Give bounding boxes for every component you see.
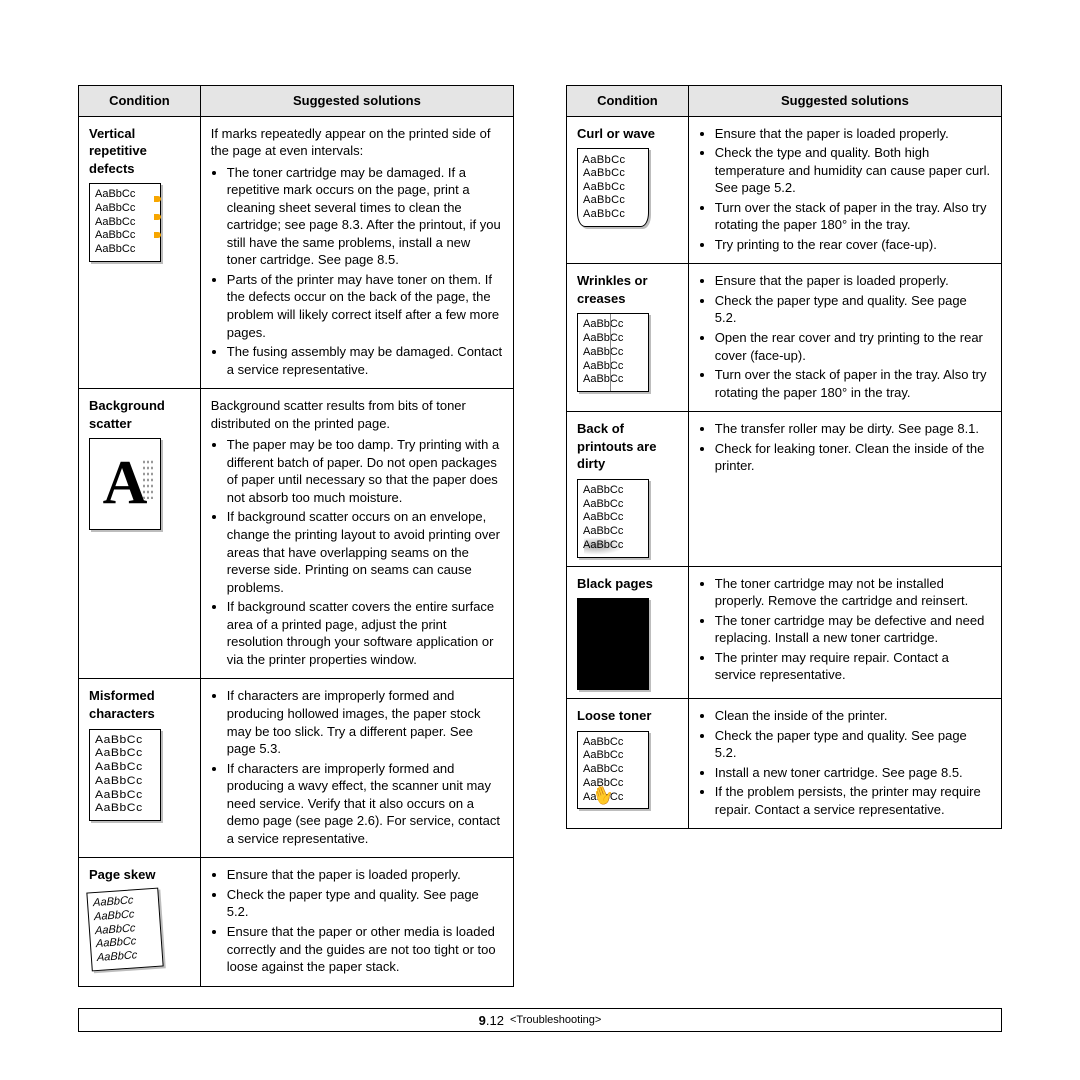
- solution-item: The toner cartridge may be damaged. If a…: [227, 164, 503, 269]
- table-row: Black pages The toner cartridge may not b…: [567, 566, 1002, 699]
- solution-list: Clean the inside of the printer. Check th…: [699, 707, 991, 818]
- table-row: Curl or wave AaBbCcAaBbCcAaBbCcAaBbCcAaBb…: [567, 116, 1002, 264]
- table-row: Page skew AaBbCcAaBbCcAaBbCcAaBbCcAaBbCc E…: [79, 858, 514, 986]
- condition-title: Vertical repetitive defects: [89, 125, 190, 178]
- sample-smudge-icon: AaBbCcAaBbCcAaBbCcAaBbCcAaBbCc: [577, 479, 649, 558]
- solution-item: Ensure that the paper is loaded properly…: [715, 272, 991, 290]
- solution-list: Ensure that the paper is loaded properly…: [699, 125, 991, 254]
- solution-item: If background scatter occurs on an envel…: [227, 508, 503, 596]
- solution-cell: The toner cartridge may not be installed…: [688, 566, 1001, 699]
- condition-title: Page skew: [89, 866, 190, 884]
- condition-title: Misformed characters: [89, 687, 190, 722]
- solution-item: If the problem persists, the printer may…: [715, 783, 991, 818]
- condition-title: Curl or wave: [577, 125, 678, 143]
- right-table: Condition Suggested solutions Curl or wa…: [566, 85, 1002, 829]
- solution-item: The fusing assembly may be damaged. Cont…: [227, 343, 503, 378]
- solution-cell: Ensure that the paper is loaded properly…: [200, 858, 513, 986]
- solution-cell: Clean the inside of the printer. Check th…: [688, 699, 1001, 829]
- section-label: <Troubleshooting>: [510, 1014, 601, 1026]
- condition-cell: Curl or wave AaBbCcAaBbCcAaBbCcAaBbCcAaBb…: [567, 116, 689, 264]
- header-solutions: Suggested solutions: [688, 86, 1001, 117]
- solution-list: If characters are improperly formed and …: [211, 687, 503, 847]
- solution-item: If background scatter covers the entire …: [227, 598, 503, 668]
- solution-item: Open the rear cover and try printing to …: [715, 329, 991, 364]
- table-row: Wrinkles or creases AaBbCcAaBbCcAaBbCcAaB…: [567, 264, 1002, 412]
- condition-cell: Back of printouts are dirty AaBbCcAaBbCcA…: [567, 412, 689, 566]
- solution-item: Try printing to the rear cover (face-up)…: [715, 236, 991, 254]
- sample-crease-icon: AaBbCcAaBbCcAaBbCcAaBbCcAaBbCc: [577, 313, 649, 392]
- table-row: Vertical repetitive defectsAaBbCcAaBbCcA…: [79, 116, 514, 389]
- solution-item: The paper may be too damp. Try printing …: [227, 436, 503, 506]
- solution-item: Install a new toner cartridge. See page …: [715, 764, 991, 782]
- condition-title: Loose toner: [577, 707, 678, 725]
- solution-cell: Ensure that the paper is loaded properly…: [688, 264, 1001, 412]
- solution-item: Turn over the stack of paper in the tray…: [715, 366, 991, 401]
- solution-item: Ensure that the paper is loaded properly…: [227, 866, 503, 884]
- right-column: Condition Suggested solutions Curl or wa…: [566, 85, 1002, 987]
- condition-title: Back of printouts are dirty: [577, 420, 678, 473]
- solution-list: The toner cartridge may not be installed…: [699, 575, 991, 684]
- left-column: Condition Suggested solutions Vertical r…: [78, 85, 514, 987]
- solution-cell: Background scatter results from bits of …: [200, 389, 513, 679]
- solution-item: Check the type and quality. Both high te…: [715, 144, 991, 197]
- sample-scatter-icon: A: [89, 438, 161, 530]
- condition-cell: Loose toner AaBbCcAaBbCcAaBbCcAaBbCcAaBbC…: [567, 699, 689, 829]
- solution-item: Check for leaking toner. Clean the insid…: [715, 440, 991, 475]
- condition-title: Wrinkles or creases: [577, 272, 678, 307]
- solution-item: The transfer roller may be dirty. See pa…: [715, 420, 991, 438]
- table-row: Back of printouts are dirty AaBbCcAaBbCcA…: [567, 412, 1002, 566]
- solution-item: Parts of the printer may have toner on t…: [227, 271, 503, 341]
- solution-item: Turn over the stack of paper in the tray…: [715, 199, 991, 234]
- condition-cell: Wrinkles or creases AaBbCcAaBbCcAaBbCcAaB…: [567, 264, 689, 412]
- solution-item: Clean the inside of the printer.: [715, 707, 991, 725]
- two-column-layout: Condition Suggested solutions Vertical r…: [78, 85, 1002, 987]
- solution-list: The paper may be too damp. Try printing …: [211, 436, 503, 668]
- table-row: Misformed characters AaBbCcAaBbCcAaBbCcAa…: [79, 679, 514, 858]
- solution-item: If characters are improperly formed and …: [227, 760, 503, 848]
- solution-list: The toner cartridge may be damaged. If a…: [211, 164, 503, 379]
- solution-cell: Ensure that the paper is loaded properly…: [688, 116, 1001, 264]
- sample-thin-icon: AaBbCcAaBbCcAaBbCcAaBbCcAaBbCcAaBbCc: [89, 729, 161, 822]
- condition-cell: Black pages: [567, 566, 689, 699]
- header-solutions: Suggested solutions: [200, 86, 513, 117]
- solution-item: The toner cartridge may be defective and…: [715, 612, 991, 647]
- solution-intro: If marks repeatedly appear on the printe…: [211, 125, 503, 160]
- solution-item: Check the paper type and quality. See pa…: [715, 292, 991, 327]
- solution-list: Ensure that the paper is loaded properly…: [211, 866, 503, 975]
- page-number-rest: .12: [486, 1013, 504, 1028]
- sample-skew-icon: AaBbCcAaBbCcAaBbCcAaBbCcAaBbCc: [86, 887, 163, 971]
- sample-loose-icon: AaBbCcAaBbCcAaBbCcAaBbCcAaBbCc✋: [577, 731, 649, 810]
- solution-list: Ensure that the paper is loaded properly…: [699, 272, 991, 401]
- header-condition: Condition: [79, 86, 201, 117]
- condition-title: Background scatter: [89, 397, 190, 432]
- solution-item: Check the paper type and quality. See pa…: [227, 886, 503, 921]
- solution-intro: Background scatter results from bits of …: [211, 397, 503, 432]
- solution-item: The toner cartridge may not be installed…: [715, 575, 991, 610]
- condition-cell: Page skew AaBbCcAaBbCcAaBbCcAaBbCcAaBbCc: [79, 858, 201, 986]
- solution-item: Ensure that the paper or other media is …: [227, 923, 503, 976]
- header-condition: Condition: [567, 86, 689, 117]
- left-table: Condition Suggested solutions Vertical r…: [78, 85, 514, 987]
- solution-cell: The transfer roller may be dirty. See pa…: [688, 412, 1001, 566]
- condition-cell: Misformed characters AaBbCcAaBbCcAaBbCcAa…: [79, 679, 201, 858]
- table-row: Background scatter A Background scatter re…: [79, 389, 514, 679]
- solution-item: The printer may require repair. Contact …: [715, 649, 991, 684]
- solution-item: Ensure that the paper is loaded properly…: [715, 125, 991, 143]
- sample-curl-icon: AaBbCcAaBbCcAaBbCcAaBbCcAaBbCc: [577, 148, 649, 227]
- condition-cell: Vertical repetitive defectsAaBbCcAaBbCcA…: [79, 116, 201, 389]
- condition-cell: Background scatter A: [79, 389, 201, 679]
- solution-cell: If marks repeatedly appear on the printe…: [200, 116, 513, 389]
- solution-item: Check the paper type and quality. See pa…: [715, 727, 991, 762]
- page-footer: 9.12 <Troubleshooting>: [78, 1008, 1002, 1032]
- page-number: 9.12: [479, 1013, 504, 1028]
- solution-cell: If characters are improperly formed and …: [200, 679, 513, 858]
- solution-list: The transfer roller may be dirty. See pa…: [699, 420, 991, 475]
- sample-repeat-icon: AaBbCcAaBbCcAaBbCcAaBbCcAaBbCc: [89, 183, 161, 262]
- condition-title: Black pages: [577, 575, 678, 593]
- solution-item: If characters are improperly formed and …: [227, 687, 503, 757]
- table-row: Loose toner AaBbCcAaBbCcAaBbCcAaBbCcAaBbC…: [567, 699, 1002, 829]
- sample-black-icon: [577, 598, 649, 690]
- page-number-bold: 9: [479, 1013, 486, 1028]
